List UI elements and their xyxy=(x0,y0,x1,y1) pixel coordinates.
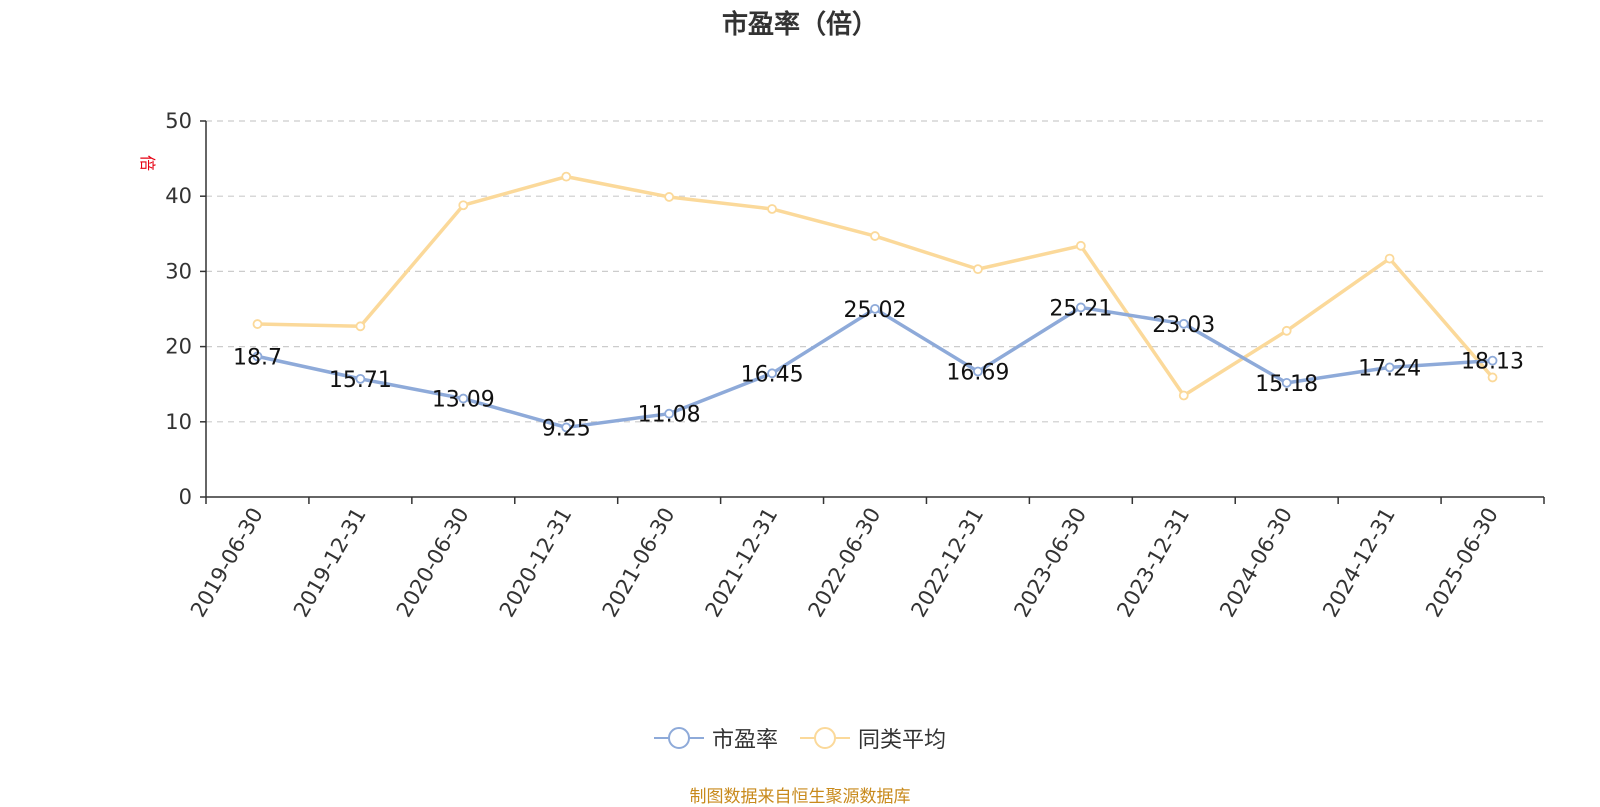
y-tick-label: 40 xyxy=(165,184,192,208)
legend: 市盈率 同类平均 xyxy=(0,722,1600,754)
series-point-0 xyxy=(870,303,880,314)
y-tick-label: 0 xyxy=(179,485,192,509)
legend-swatch-icon xyxy=(653,727,704,749)
data-label: 17.24 xyxy=(1358,356,1421,381)
x-tick-label: 2022-12-31 xyxy=(906,504,988,622)
y-tick-label: 20 xyxy=(165,335,192,359)
y-axis-label: 倍 xyxy=(138,155,157,171)
series-point-0 xyxy=(767,368,777,379)
series-point-0 xyxy=(1281,377,1292,388)
x-tick-label: 2025-06-30 xyxy=(1421,504,1503,622)
source-note: 制图数据来自恒生聚源数据库 xyxy=(689,787,911,807)
series-point-0 xyxy=(1487,355,1498,366)
chart-title: 市盈率（倍） xyxy=(721,10,878,40)
y-tick-label: 10 xyxy=(165,410,192,434)
series-point-1 xyxy=(561,171,572,182)
data-label: 13.09 xyxy=(432,388,495,413)
y-tick-label: 30 xyxy=(165,259,192,283)
series-point-1 xyxy=(1487,372,1498,383)
data-label: 11.08 xyxy=(638,403,701,428)
series-point-1 xyxy=(973,264,983,275)
series-point-0 xyxy=(1178,318,1189,329)
series-point-0 xyxy=(973,366,983,377)
x-tick-label: 2019-06-30 xyxy=(186,504,268,622)
x-tick-label: 2020-12-31 xyxy=(495,504,577,622)
series-point-0 xyxy=(561,422,572,433)
grid-lines xyxy=(206,120,1544,423)
series-point-0 xyxy=(664,408,675,419)
series-point-0 xyxy=(1075,302,1086,313)
data-label: 16.69 xyxy=(946,360,1009,385)
series-point-1 xyxy=(870,231,880,241)
x-tick-label: 2021-12-31 xyxy=(701,504,783,622)
data-label: 18.13 xyxy=(1461,350,1524,375)
data-label: 9.25 xyxy=(542,416,591,441)
data-label: 23.03 xyxy=(1152,313,1215,338)
legend-label: 同类平均 xyxy=(858,728,947,753)
x-tick-label: 2022-06-30 xyxy=(804,504,886,622)
series-point-0 xyxy=(252,351,263,362)
data-label: 16.45 xyxy=(741,362,804,387)
x-tick-label: 2024-12-31 xyxy=(1318,504,1400,622)
y-tick-label: 50 xyxy=(165,109,192,133)
x-tick-label: 2019-12-31 xyxy=(289,504,371,622)
series-point-1 xyxy=(664,192,675,202)
data-label: 25.21 xyxy=(1049,296,1112,321)
series-point-1 xyxy=(252,319,263,329)
series-point-1 xyxy=(355,321,366,332)
series-point-0 xyxy=(1384,362,1395,373)
series-point-1 xyxy=(1281,325,1292,336)
x-tick-label: 2023-06-30 xyxy=(1009,504,1091,622)
x-tick-label: 2020-06-30 xyxy=(392,504,474,622)
series-line-1 xyxy=(257,174,1494,398)
x-tick-label: 2021-06-30 xyxy=(598,504,680,622)
series-point-1 xyxy=(767,204,777,214)
series-point-1 xyxy=(458,200,469,211)
legend-swatch-icon xyxy=(800,727,850,749)
series-point-1 xyxy=(1075,240,1086,251)
legend-item-1[interactable]: 同类平均 xyxy=(800,722,946,754)
data-label: 18.7 xyxy=(233,345,282,370)
series-point-0 xyxy=(355,373,366,384)
x-tick-label: 2023-12-31 xyxy=(1112,504,1194,622)
data-label: 15.71 xyxy=(329,368,392,393)
data-label: 25.02 xyxy=(844,298,907,323)
series-lines xyxy=(252,171,1498,433)
axes: 0 10 20 30 40 50 2019-06-30 2019-12-31 2020-06-3… xyxy=(165,109,1545,622)
series-point-0 xyxy=(458,393,469,404)
x-tick-label: 2024-06-30 xyxy=(1215,504,1297,622)
legend-item-0[interactable]: 市盈率 xyxy=(653,722,778,754)
data-label: 15.18 xyxy=(1255,372,1318,397)
legend-label: 市盈率 xyxy=(711,728,778,753)
series-point-1 xyxy=(1178,390,1189,401)
series-point-1 xyxy=(1384,253,1395,264)
data-labels: 18.7 15.71 13.09 9.25 11.08 16.45 25.02 16.69 25… xyxy=(233,296,1524,441)
